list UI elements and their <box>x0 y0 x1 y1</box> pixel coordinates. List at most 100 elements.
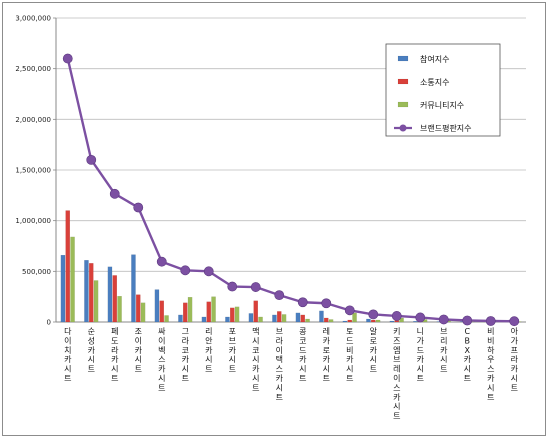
y-tick-label: 0 <box>47 319 51 327</box>
bar-참여지수-니가드카시트 <box>413 321 418 323</box>
bar-참여지수-포브카시트 <box>225 316 230 323</box>
legend-swatch <box>397 55 409 62</box>
bar-marks <box>60 210 522 323</box>
bar-소통지수-알로카시트 <box>370 319 376 323</box>
line-series <box>62 53 520 327</box>
bar-커뮤니티지수-조이카시트 <box>140 302 146 323</box>
bar-참여지수-조이카시트 <box>131 254 136 323</box>
legend-swatch <box>397 101 409 108</box>
legend-label: 브랜드평판지수 <box>420 123 472 133</box>
y-tick-label: 2,000,000 <box>15 116 51 124</box>
bar-소통지수-포브카시트 <box>229 307 235 323</box>
y-axis-tick-labels: 0 500,000 1,000,000 1,500,000 2,000,000 2,500… <box>15 15 51 327</box>
bar-커뮤니티지수-맥시코시카시트 <box>258 316 263 323</box>
y-tick-label: 3,000,000 <box>15 15 51 23</box>
bar-참여지수-알로카시트 <box>366 318 371 323</box>
y-tick-label: 500,000 <box>22 268 51 276</box>
point-브랜드평판지수-키즈엠브레이스카시트 <box>391 311 402 321</box>
legend-marker <box>399 124 407 132</box>
bar-참여지수-페도라카시트 <box>107 266 113 323</box>
bar-참여지수-레카로카시트 <box>319 310 324 323</box>
legend-swatch <box>397 78 409 85</box>
point-브랜드평판지수-순성카시트 <box>86 154 97 165</box>
point-브랜드평판지수-브라이택스카시트 <box>274 290 285 301</box>
bar-커뮤니티지수-토드비카시트 <box>352 312 357 323</box>
point-브랜드평판지수-리안카시트 <box>203 266 214 277</box>
y-tick-label: 2,500,000 <box>15 65 51 73</box>
bar-참여지수-맥시코시카시트 <box>248 313 254 323</box>
bar-소통지수-순성카시트 <box>89 263 94 323</box>
point-브랜드평판지수-아가프라카시트 <box>509 316 520 327</box>
bar-소통지수-페도라카시트 <box>112 275 118 323</box>
bar-소통지수-싸이벡스카시트 <box>159 300 164 323</box>
bar-소통지수-맥시코시카시트 <box>253 300 258 323</box>
bar-소통지수-브라이택스카시트 <box>276 311 282 323</box>
bar-커뮤니티지수-콩코드카시트 <box>305 318 310 323</box>
bar-소통지수-조이카시트 <box>135 294 141 323</box>
bar-커뮤니티지수-페도라카시트 <box>117 296 122 323</box>
bar-커뮤니티지수-그라코카시트 <box>187 297 193 323</box>
bar-소통지수-토드비카시트 <box>347 319 352 323</box>
gridlines <box>56 17 526 272</box>
point-브랜드평판지수-맥시코시카시트 <box>250 282 261 292</box>
bar-커뮤니티지수-싸이벡스카시트 <box>164 315 169 323</box>
point-브랜드평판지수-다이치카시트 <box>62 53 73 64</box>
x-axis-category-labels: 다 이 치 카 시 트 순 성 카 시 트 페 도 라 카 시 트 조 이 카 시 트 싸 이 벡 스 카 시 트 그 라 코 카 시 트 리 안 카 시 트… <box>64 326 519 421</box>
point-브랜드평판지수-페도라카시트 <box>109 188 120 199</box>
point-브랜드평판지수-조이카시트 <box>133 202 144 213</box>
bar-소통지수-리안카시트 <box>206 301 211 323</box>
legend-label: 커뮤니티지수 <box>420 100 464 110</box>
bar-커뮤니티지수-포브카시트 <box>234 306 240 323</box>
bar-커뮤니티지수-브라이택스카시트 <box>281 314 287 323</box>
chart-frame: 0 500,000 1,000,000 1,500,000 2,000,000 2,500… <box>2 2 546 436</box>
bar-참여지수-리안카시트 <box>201 316 207 323</box>
bar-참여지수-순성카시트 <box>84 260 89 323</box>
bar-참여지수-그라코카시트 <box>178 314 183 323</box>
bar-참여지수-싸이벡스카시트 <box>154 289 160 323</box>
point-브랜드평판지수-CBX카시트 <box>462 315 473 326</box>
point-브랜드평판지수-그라코카시트 <box>180 265 191 276</box>
bar-참여지수-브라이택스카시트 <box>272 314 277 323</box>
point-브랜드평판지수-알로카시트 <box>368 309 379 320</box>
bar-참여지수-키즈엠브레이스카시트 <box>389 320 395 323</box>
bar-참여지수-콩코드카시트 <box>295 312 301 323</box>
bar-커뮤니티지수-알로카시트 <box>375 319 381 323</box>
point-브랜드평판지수-니가드카시트 <box>415 312 426 323</box>
bar-커뮤니티지수-리안카시트 <box>211 296 216 323</box>
bar-커뮤니티지수-레카로카시트 <box>328 319 334 323</box>
legend-label: 소통지수 <box>420 78 449 87</box>
point-브랜드평판지수-토드비카시트 <box>344 305 355 316</box>
point-브랜드평판지수-포브카시트 <box>227 281 238 292</box>
bar-소통지수-콩코드카시트 <box>300 314 305 323</box>
legend-label: 참여지수 <box>420 54 449 64</box>
bar-커뮤니티지수-다이치카시트 <box>70 236 75 323</box>
bar-참여지수-토드비카시트 <box>342 320 348 323</box>
bar-소통지수-그라코카시트 <box>182 302 188 323</box>
y-tick-label: 1,000,000 <box>15 217 51 225</box>
bar-소통지수-다이치카시트 <box>65 210 71 323</box>
y-tick-label: 1,500,000 <box>15 167 51 175</box>
point-브랜드평판지수-싸이벡스카시트 <box>156 256 167 267</box>
bar-소통지수-레카로카시트 <box>323 317 329 323</box>
